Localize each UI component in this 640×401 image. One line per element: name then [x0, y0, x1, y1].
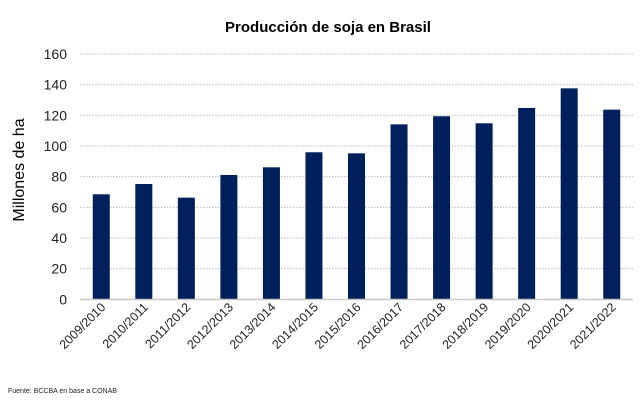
chart-title: Producción de soja en Brasil — [225, 19, 431, 36]
y-tick-label: 120 — [44, 107, 68, 123]
bar — [390, 124, 408, 300]
y-tick-label: 140 — [44, 77, 68, 93]
bar — [262, 167, 280, 300]
y-tick-label: 0 — [59, 291, 67, 307]
bar — [475, 123, 493, 300]
bar — [433, 116, 451, 300]
x-tick-label: 2021/2022 — [567, 300, 619, 352]
bar — [305, 152, 323, 300]
bar — [603, 109, 621, 300]
bar — [92, 194, 110, 300]
source-note: Fuente: BCCBA en base a CONAB — [8, 388, 117, 395]
bar — [348, 153, 365, 300]
y-tick-label: 60 — [51, 199, 67, 215]
bar — [518, 107, 536, 300]
bar — [560, 88, 578, 300]
y-tick-label: 160 — [44, 46, 68, 62]
y-tick-label: 40 — [51, 230, 67, 246]
y-axis-label: Millones de ha — [11, 118, 28, 221]
bar — [220, 174, 238, 300]
bar — [177, 197, 195, 300]
bar — [135, 184, 153, 300]
x-tick-label: 2009/2010 — [57, 300, 109, 352]
y-tick-label: 100 — [44, 138, 68, 154]
y-tick-label: 80 — [51, 169, 67, 185]
y-tick-label: 20 — [51, 261, 67, 277]
